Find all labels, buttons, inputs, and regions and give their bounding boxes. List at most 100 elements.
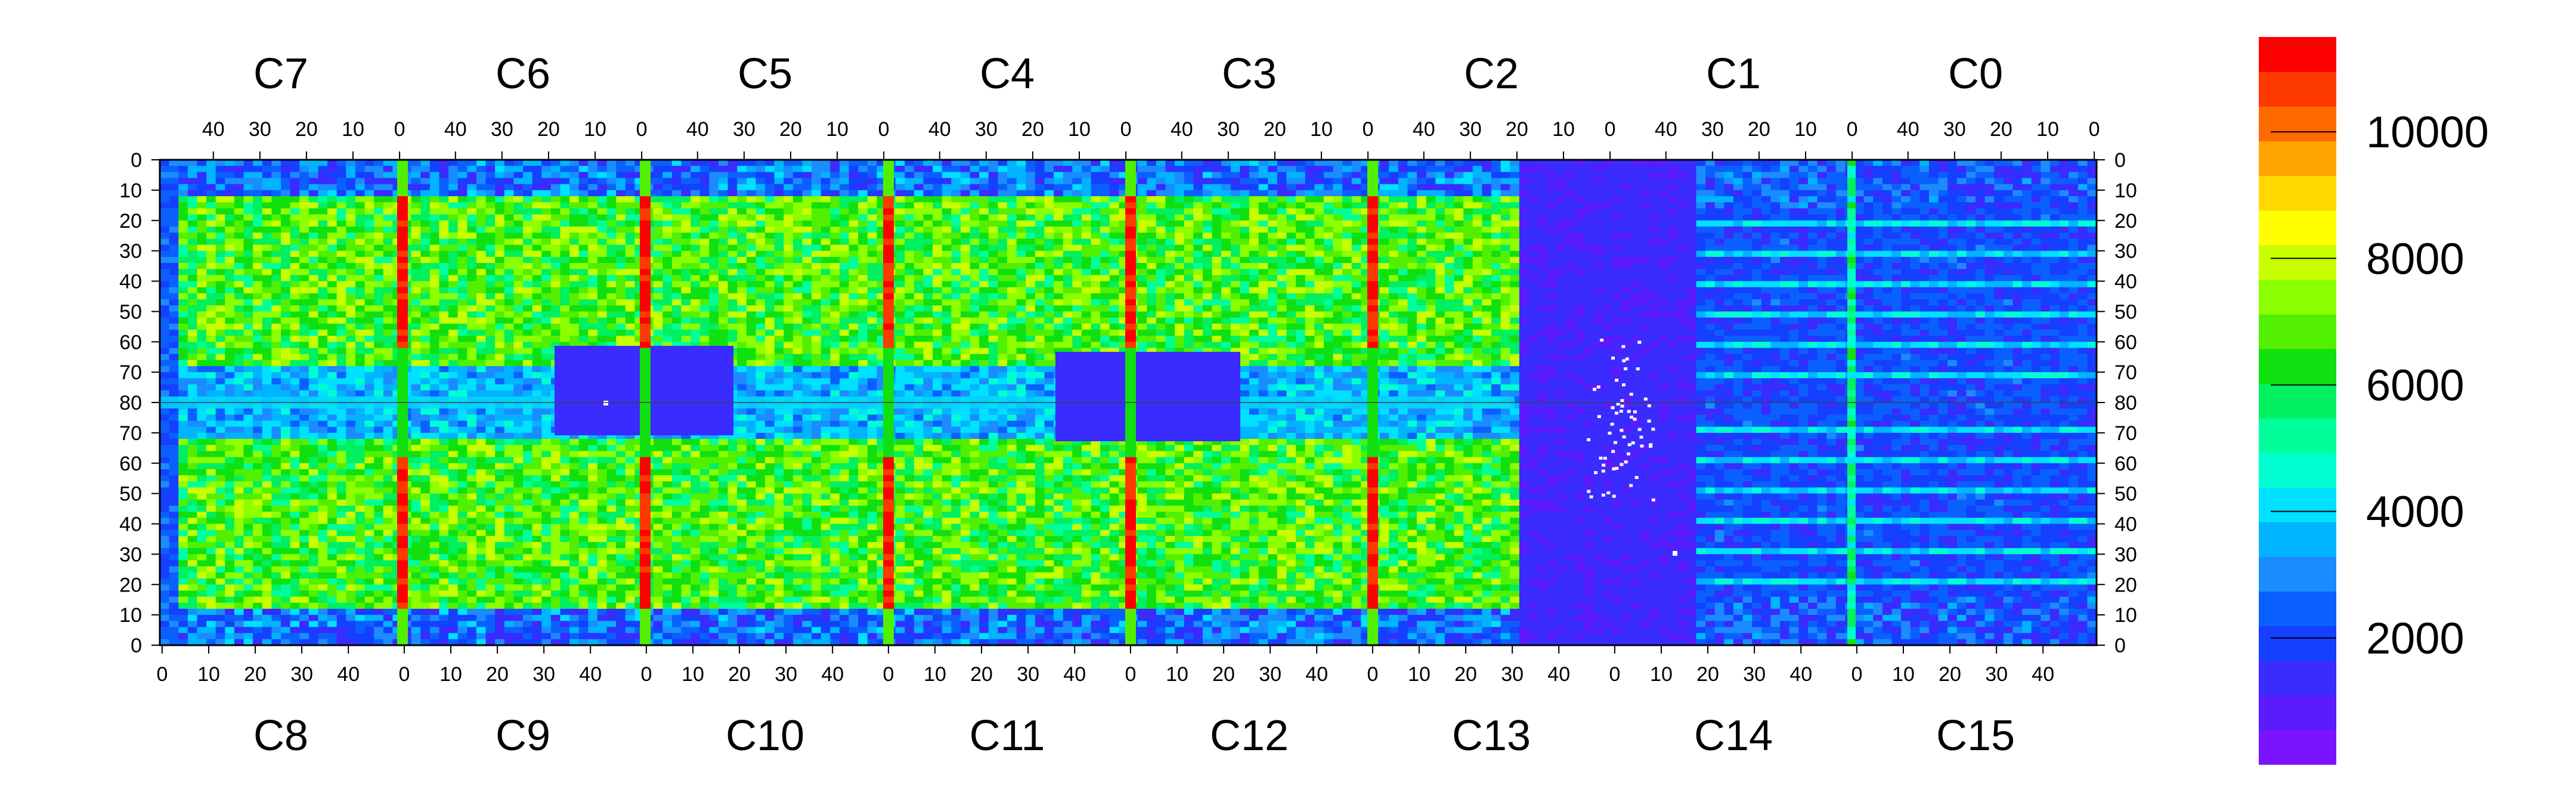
heatmap-cell — [727, 202, 738, 209]
heatmap-cell — [308, 166, 319, 172]
heatmap-cell — [1565, 244, 1576, 252]
heatmap-cell — [1538, 190, 1548, 197]
heatmap-cell — [812, 275, 822, 282]
heatmap-cell — [1230, 233, 1240, 239]
heatmap-cell — [1230, 166, 1240, 172]
heatmap-cell — [355, 166, 366, 172]
heatmap-cell — [578, 269, 589, 275]
heatmap-cell — [1193, 293, 1203, 300]
heatmap-cell — [1705, 281, 1716, 288]
heatmap-cell — [1919, 239, 1930, 246]
heatmap-cell — [709, 244, 719, 252]
heatmap-cell — [737, 184, 747, 191]
heatmap-cell — [1547, 233, 1557, 239]
heatmap-cell — [560, 233, 570, 239]
heatmap-cell — [2003, 250, 2014, 258]
heatmap-cell — [1631, 166, 1641, 172]
heatmap-cell — [1714, 233, 1724, 239]
heatmap-cell — [1044, 178, 1054, 185]
heatmap-cell — [1072, 287, 1082, 294]
heatmap-cell — [476, 160, 487, 166]
heatmap-cell — [523, 166, 533, 172]
heatmap-cell — [1565, 256, 1576, 264]
heatmap-cell — [979, 293, 989, 300]
heatmap-cell — [671, 226, 682, 233]
heatmap-cell — [784, 208, 794, 215]
heatmap-cell — [1510, 196, 1520, 203]
heatmap-cell — [2087, 244, 2097, 252]
heatmap-cell — [513, 172, 524, 179]
heatmap-cell — [1994, 172, 2004, 179]
heatmap-cell — [1984, 299, 1995, 306]
heatmap-cell — [1882, 256, 1893, 264]
heatmap-cell — [1901, 293, 1911, 300]
heatmap-cell — [625, 172, 635, 179]
heatmap-cell — [1668, 269, 1678, 275]
heatmap-cell — [1230, 293, 1240, 300]
heatmap-cell — [1817, 160, 1827, 166]
heatmap-cell — [681, 233, 691, 239]
heatmap-cell — [439, 202, 449, 209]
heatmap-cell — [1323, 233, 1334, 239]
heatmap-cell — [1361, 184, 1371, 191]
heatmap-cell — [1780, 256, 1790, 264]
heatmap-cell — [1714, 275, 1724, 282]
heatmap-cell — [532, 299, 542, 306]
heatmap-cell — [1948, 178, 1958, 185]
heatmap-cell — [895, 178, 905, 185]
heatmap-cell — [1119, 293, 1129, 300]
heatmap-cell — [933, 178, 943, 185]
heatmap-cell — [802, 281, 812, 288]
heatmap-cell — [1789, 178, 1799, 185]
heatmap-cell — [290, 178, 300, 185]
heatmap-cell — [1854, 239, 1865, 246]
heatmap-cell — [169, 269, 179, 275]
heatmap-cell — [1761, 166, 1772, 172]
heatmap-cell — [1165, 281, 1175, 288]
heatmap-cell — [970, 299, 980, 306]
heatmap-cell — [1184, 160, 1194, 166]
heatmap-cell — [1333, 239, 1343, 246]
heatmap-cell — [2069, 233, 2079, 239]
heatmap-cell — [1081, 281, 1092, 288]
heatmap-cell — [1165, 244, 1175, 252]
heatmap-cell — [1948, 184, 1958, 191]
heatmap-cell — [1919, 196, 1930, 203]
heatmap-cell — [1835, 239, 1846, 246]
heatmap-cell — [1742, 202, 1753, 209]
heatmap-cell — [1631, 275, 1641, 282]
heatmap-cell — [318, 239, 328, 246]
heatmap-cell — [495, 233, 505, 239]
heatmap-cell — [504, 226, 514, 233]
heatmap-cell — [2022, 239, 2032, 246]
heatmap-cell — [839, 190, 850, 197]
heatmap-cell — [1044, 166, 1054, 172]
heatmap-cell — [746, 275, 756, 282]
heatmap-cell — [979, 262, 989, 270]
heatmap-cell — [197, 196, 207, 203]
heatmap-cell — [1621, 250, 1631, 258]
heatmap-cell — [1482, 244, 1492, 252]
heatmap-cell — [1314, 184, 1324, 191]
heatmap-cell — [541, 287, 552, 294]
heatmap-cell — [1593, 244, 1603, 252]
heatmap-cell — [1398, 287, 1408, 294]
heatmap-cell — [681, 256, 691, 264]
heatmap-cell — [718, 262, 729, 270]
heatmap-cell — [1305, 269, 1315, 275]
heatmap-cell — [858, 166, 868, 172]
heatmap-cell — [1575, 239, 1585, 246]
heatmap-cell — [318, 190, 328, 197]
heatmap-cell — [1547, 269, 1557, 275]
heatmap-cell — [1277, 293, 1287, 300]
heatmap-cell — [532, 190, 542, 197]
heatmap-cell — [383, 239, 393, 246]
heatmap-cell — [271, 275, 281, 282]
heatmap-cell — [1901, 244, 1911, 252]
heatmap-cell — [383, 250, 393, 258]
heatmap-cell — [1044, 287, 1054, 294]
heatmap-cell — [1938, 172, 1948, 179]
heatmap-cell — [1351, 287, 1361, 294]
heatmap-cell — [1640, 233, 1651, 239]
heatmap-cell — [504, 262, 514, 270]
